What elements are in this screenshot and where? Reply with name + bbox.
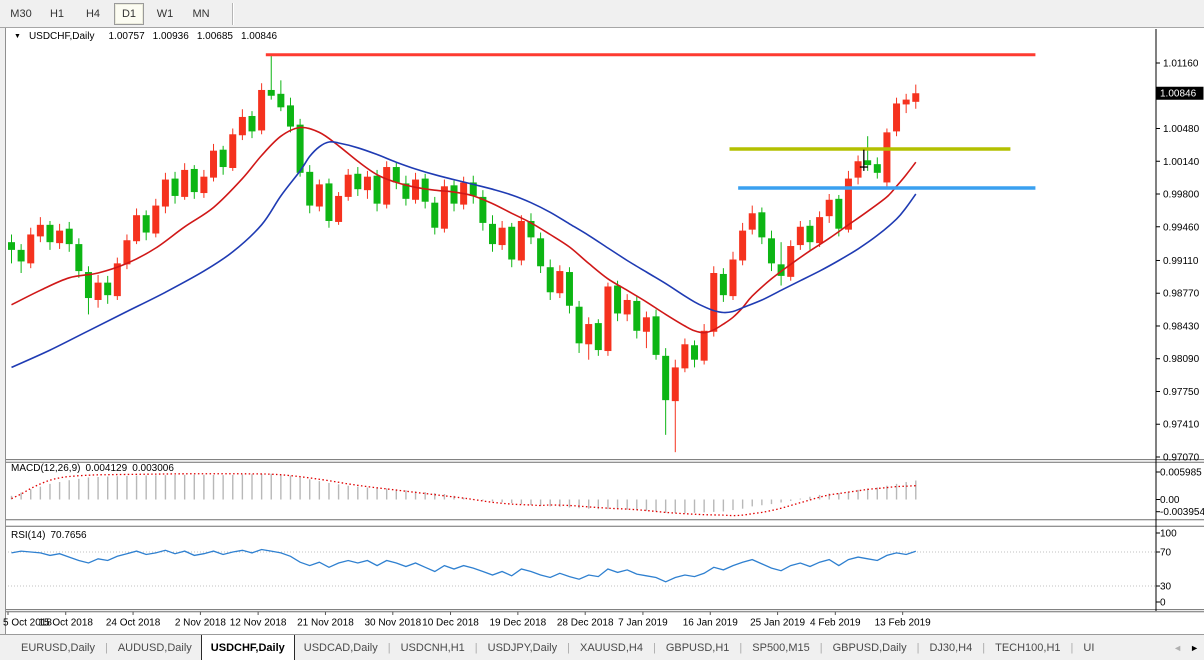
rsi-tick-label: 0 bbox=[1160, 598, 1166, 609]
chart-tab-sp500-m15[interactable]: SP500,M15 bbox=[752, 641, 810, 654]
time-tick-label: 25 Jan 2019 bbox=[750, 618, 805, 629]
macd-panel bbox=[10, 473, 917, 517]
price-tick-label: 0.97070 bbox=[1163, 452, 1200, 463]
price-tick-label: 1.00480 bbox=[1163, 124, 1200, 135]
chart-title: ▼ USDCHF,Daily 1.00757 1.00936 1.00685 1… bbox=[14, 31, 279, 42]
rsi-tick-label: 70 bbox=[1160, 548, 1172, 559]
current-price-badge bbox=[1156, 86, 1204, 100]
tab-separator: | bbox=[982, 641, 986, 654]
price-axis[interactable]: 1.01160 1.00480 1.00140 0.99800 0.99460 0.991… bbox=[1156, 59, 1204, 609]
ohlc-open: 1.00757 bbox=[108, 31, 145, 42]
rsi-value: 70.7656 bbox=[50, 530, 87, 541]
price-tick-label: 0.98090 bbox=[1163, 354, 1200, 365]
ohlc-close: 1.00846 bbox=[240, 31, 278, 42]
tab-scroll-left-icon[interactable]: ◄ bbox=[1173, 642, 1183, 653]
candlestick-layer bbox=[8, 55, 920, 453]
chart-tab-gbpusd-daily[interactable]: GBPUSD,Daily bbox=[832, 641, 907, 654]
chart-tabbar: EURUSD,Daily | AUDUSD,Daily USDCHF,Daily USD… bbox=[0, 634, 1204, 660]
tab-scroll-right-icon[interactable]: ► bbox=[1190, 642, 1199, 653]
time-tick-label: 2 Nov 2018 bbox=[175, 618, 227, 629]
tab-scroll-arrows: ◄ ► bbox=[1168, 635, 1204, 660]
chart-tab-gbpusd-h1[interactable]: GBPUSD,H1 bbox=[665, 641, 730, 654]
timeframe-toolbar: M30 H1 H4 D1 W1 MN bbox=[0, 0, 1204, 28]
time-tick-label: 12 Nov 2018 bbox=[230, 618, 287, 629]
time-tick-label: 7 Jan 2019 bbox=[618, 618, 668, 629]
chart-tab-eurusd-daily[interactable]: EURUSD,Daily bbox=[21, 641, 95, 654]
time-tick-label: 16 Jan 2019 bbox=[683, 618, 738, 629]
toolbar-separator bbox=[232, 2, 234, 25]
price-tick-label: 0.97410 bbox=[1163, 420, 1200, 431]
rsi-name: RSI(14) bbox=[11, 530, 46, 541]
chart-tab-ui[interactable]: UI bbox=[1083, 641, 1095, 654]
price-tick-label: 0.97750 bbox=[1163, 387, 1200, 398]
chart-tab-usdchf-daily[interactable]: USDCHF,Daily bbox=[200, 635, 295, 660]
tab-separator: | bbox=[652, 641, 656, 654]
chart-dropdown-icon[interactable]: ▼ bbox=[14, 33, 21, 40]
rsi-panel bbox=[8, 548, 1156, 587]
rsi-line bbox=[11, 548, 917, 583]
timeframe-button-m30[interactable]: M30 bbox=[10, 7, 32, 20]
timeframe-button-mn[interactable]: MN bbox=[192, 7, 210, 20]
time-tick-label: 4 Feb 2019 bbox=[810, 618, 861, 629]
tab-separator: | bbox=[916, 641, 920, 654]
chart-symbol-label: USDCHF,Daily bbox=[28, 31, 95, 42]
timeframe-button-w1[interactable]: W1 bbox=[156, 7, 174, 20]
macd-tick-label: 0.005985 bbox=[1160, 468, 1202, 479]
time-tick-label: 21 Nov 2018 bbox=[297, 618, 354, 629]
time-tick-label: 5 Oct 2018 bbox=[3, 618, 52, 629]
current-price-label: 1.00846 bbox=[1160, 89, 1197, 100]
ma-slow-line bbox=[11, 140, 917, 369]
macd-tick-label: 0.00 bbox=[1160, 495, 1180, 506]
chart-tab-audusd-daily[interactable]: AUDUSD,Daily bbox=[117, 641, 192, 654]
tab-separator: | bbox=[474, 641, 478, 654]
macd-indicator-label: MACD(12,26,9) 0.004129 0.003006 bbox=[11, 463, 174, 474]
price-tick-label: 0.99110 bbox=[1163, 256, 1199, 267]
tab-separator: | bbox=[387, 641, 391, 654]
ohlc-low: 1.00685 bbox=[196, 31, 233, 42]
time-tick-label: 28 Dec 2018 bbox=[557, 618, 614, 629]
tab-separator: | bbox=[1070, 641, 1074, 654]
price-tick-label: 0.99460 bbox=[1163, 222, 1200, 233]
timeframe-button-d1[interactable]: D1 bbox=[114, 2, 144, 25]
left-gutter bbox=[0, 28, 6, 660]
macd-main-value: 0.004129 bbox=[85, 463, 128, 474]
time-tick-label: 15 Oct 2018 bbox=[38, 618, 93, 629]
time-tick-label: 10 Dec 2018 bbox=[422, 618, 479, 629]
chart-tab-dj30-h4[interactable]: DJ30,H4 bbox=[929, 641, 973, 654]
price-tick-label: 1.01160 bbox=[1163, 59, 1199, 70]
timeframe-button-h1[interactable]: H1 bbox=[49, 7, 65, 20]
rsi-tick-label: 100 bbox=[1160, 529, 1177, 540]
tab-separator: | bbox=[739, 641, 743, 654]
price-tick-label: 0.99800 bbox=[1163, 190, 1200, 201]
price-tick-label: 1.00140 bbox=[1163, 157, 1200, 168]
timeframe-button-h4[interactable]: H4 bbox=[85, 7, 101, 20]
tab-separator: | bbox=[567, 641, 570, 654]
ma-fast-line bbox=[11, 126, 917, 334]
ohlc-high: 1.00936 bbox=[152, 31, 189, 42]
time-tick-label: 13 Feb 2019 bbox=[875, 618, 932, 629]
rsi-indicator-label: RSI(14) 70.7656 bbox=[11, 530, 87, 541]
rsi-tick-label: 30 bbox=[1160, 582, 1172, 593]
chart-tab-usdjpy-daily[interactable]: USDJPY,Daily bbox=[487, 641, 558, 654]
price-tick-label: 0.98770 bbox=[1163, 289, 1200, 300]
time-tick-label: 24 Oct 2018 bbox=[106, 618, 161, 629]
time-tick-label: 30 Nov 2018 bbox=[364, 618, 421, 629]
time-tick-label: 19 Dec 2018 bbox=[490, 618, 547, 629]
macd-signal-line bbox=[11, 473, 916, 517]
chart-tab-usdcnh-h1[interactable]: USDCNH,H1 bbox=[400, 641, 465, 654]
macd-name: MACD(12,26,9) bbox=[11, 463, 81, 474]
macd-tick-label: -0.003954 bbox=[1160, 507, 1204, 518]
tab-separator: | bbox=[819, 641, 823, 654]
cross-marker-object[interactable] bbox=[859, 149, 868, 171]
chart-tab-usdcad-daily[interactable]: USDCAD,Daily bbox=[303, 641, 378, 654]
tab-separator: | bbox=[104, 641, 108, 654]
macd-signal-value: 0.003006 bbox=[132, 463, 174, 474]
price-tick-label: 0.98430 bbox=[1163, 321, 1200, 332]
chart-tab-tech100-h1[interactable]: TECH100,H1 bbox=[995, 641, 1061, 654]
chart-tab-xauusd-h4[interactable]: XAUUSD,H4 bbox=[580, 641, 643, 654]
